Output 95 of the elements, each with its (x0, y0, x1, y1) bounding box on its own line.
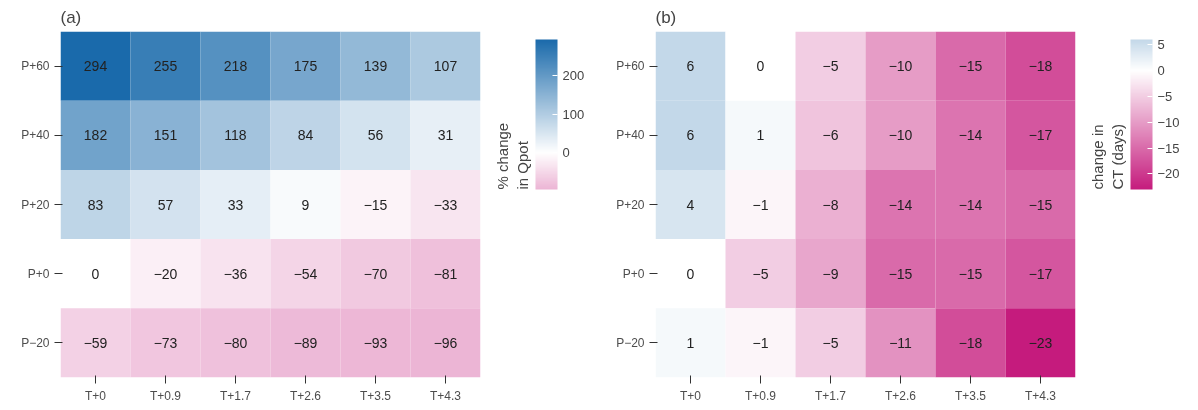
data-label: −5 (822, 334, 839, 351)
data-label: −15 (958, 58, 983, 75)
y-tick-label: P+40 (616, 128, 645, 143)
x-tick-label: T+3.5 (954, 388, 987, 403)
color-bar-label: 200 (562, 68, 585, 84)
data-label: −8 (822, 196, 839, 213)
data-label: −17 (1028, 265, 1053, 282)
data-label: 6 (686, 58, 695, 75)
data-label: −89 (293, 334, 318, 351)
data-label: −96 (433, 334, 458, 351)
data-label: −17 (1028, 127, 1053, 144)
x-tick-label: T+0.9 (149, 388, 182, 403)
data-label: −5 (822, 58, 839, 75)
data-label: −20 (153, 265, 178, 282)
color-bar-label: −15 (1157, 140, 1180, 156)
x-tick-label: T+0 (84, 388, 107, 403)
data-label: −80 (223, 334, 248, 351)
y-tick-label: P+0 (27, 266, 50, 281)
data-label: 56 (367, 127, 384, 144)
data-label: −70 (363, 265, 388, 282)
y-tick-label: P+0 (622, 266, 645, 281)
y-tick-label: P+20 (616, 197, 645, 212)
data-label: −15 (888, 265, 913, 282)
data-label: 31 (437, 127, 454, 144)
y-tick-label: P+60 (616, 59, 645, 74)
data-label: −15 (958, 265, 983, 282)
data-label: −54 (293, 265, 318, 282)
color-bar-label: 5 (1157, 37, 1165, 53)
data-label: 57 (157, 196, 174, 213)
x-tick-label: T+0 (679, 388, 702, 403)
data-label: −36 (223, 265, 248, 282)
data-label: −81 (433, 265, 458, 282)
data-label: −10 (888, 127, 913, 144)
y-tick-label: P+40 (21, 128, 50, 143)
color-bar-label: 0 (562, 145, 570, 161)
data-label: 4 (686, 196, 695, 213)
data-label: 107 (433, 58, 458, 75)
data-label: −73 (153, 334, 178, 351)
data-label: −15 (363, 196, 388, 213)
data-label: 175 (293, 58, 318, 75)
x-tick-label: T+1.7 (814, 388, 847, 403)
data-label: −33 (433, 196, 458, 213)
data-label: −14 (958, 196, 983, 213)
x-tick-label: T+3.5 (359, 388, 392, 403)
data-label: 255 (153, 58, 178, 75)
chart-title: (a) (60, 7, 82, 27)
data-label: 182 (83, 127, 108, 144)
data-label: 0 (756, 58, 765, 75)
data-label: 218 (223, 58, 248, 75)
data-label: −93 (363, 334, 388, 351)
data-label: 294 (83, 58, 108, 75)
data-label: 84 (297, 127, 314, 144)
data-label: 0 (686, 265, 695, 282)
data-label: −1 (752, 334, 769, 351)
x-tick-label: T+1.7 (219, 388, 252, 403)
data-label: −23 (1028, 334, 1053, 351)
data-label: 151 (153, 127, 178, 144)
x-tick-label: T+0.9 (744, 388, 777, 403)
color-bar-label: −20 (1157, 166, 1180, 182)
x-tick-label: T+4.3 (429, 388, 462, 403)
data-label: −14 (888, 196, 913, 213)
data-label: −9 (822, 265, 839, 282)
data-label: −10 (888, 58, 913, 75)
data-label: 139 (363, 58, 388, 75)
x-tick-label: T+2.6 (289, 388, 322, 403)
y-tick-label: P−20 (21, 335, 50, 350)
data-label: −18 (1028, 58, 1053, 75)
data-label: −18 (958, 334, 983, 351)
color-bar-label: −10 (1157, 114, 1180, 130)
color-bar-label: 0 (1157, 63, 1165, 79)
data-label: 9 (301, 196, 310, 213)
color-bar-label: 100 (562, 106, 585, 122)
color-bar-label: −5 (1157, 88, 1173, 104)
data-label: 0 (91, 265, 100, 282)
data-label: −59 (83, 334, 108, 351)
data-label: −6 (822, 127, 839, 144)
y-tick-label: P−20 (616, 335, 645, 350)
y-tick-label: P+20 (21, 197, 50, 212)
color-bar-title: % change in Qpot (494, 122, 532, 190)
data-label: 83 (87, 196, 104, 213)
data-label: 6 (686, 127, 695, 144)
y-tick-label: P+60 (21, 59, 50, 74)
color-bar-title: change in CT (days) (1089, 123, 1127, 190)
data-label: −15 (1028, 196, 1053, 213)
data-label: −5 (752, 265, 769, 282)
x-tick-label: T+4.3 (1024, 388, 1057, 403)
data-label: 1 (756, 127, 765, 144)
data-label: −11 (889, 334, 913, 351)
data-label: 1 (686, 334, 695, 351)
data-label: −14 (958, 127, 983, 144)
data-label: 33 (227, 196, 244, 213)
x-tick-label: T+2.6 (884, 388, 917, 403)
data-label: 118 (224, 127, 247, 144)
chart-title: (b) (655, 7, 677, 27)
data-label: −1 (752, 196, 769, 213)
